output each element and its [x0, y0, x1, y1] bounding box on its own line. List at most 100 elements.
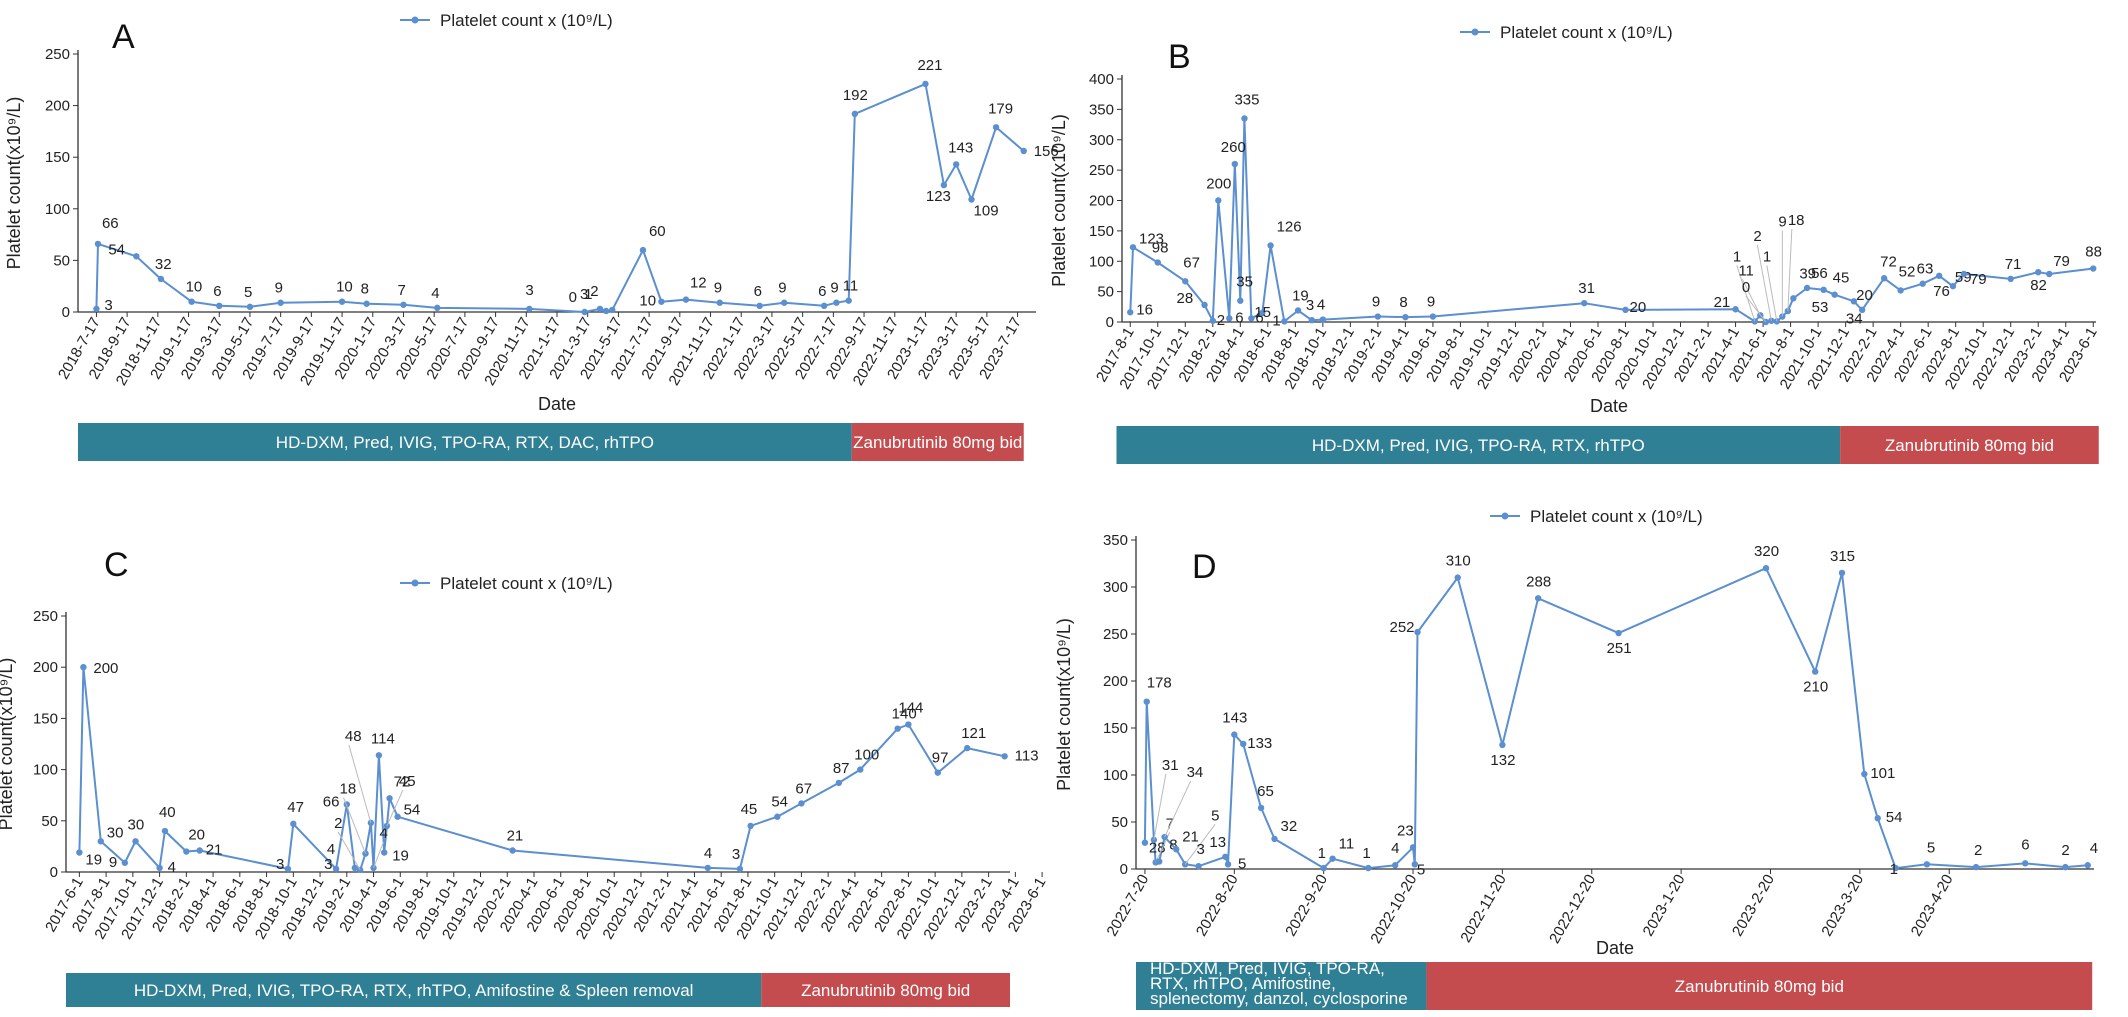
data-label: 9 [1372, 294, 1380, 311]
data-label: 200 [1206, 176, 1231, 193]
data-label: 1 [1318, 845, 1326, 862]
data-point [1267, 242, 1274, 249]
data-label: 315 [1830, 548, 1855, 565]
data-point [1201, 301, 1208, 309]
data-point [1534, 595, 1542, 602]
data-point [639, 246, 647, 254]
data-point [968, 196, 975, 203]
data-point [1615, 629, 1622, 637]
data-point [1001, 753, 1008, 760]
data-point [1226, 315, 1233, 322]
data-label: 251 [1607, 640, 1632, 657]
y-tick-label: 250 [1089, 162, 1114, 179]
data-point [1154, 259, 1161, 266]
data-point [94, 240, 102, 248]
data-label: 6 [754, 283, 762, 300]
panel-letter: D [1192, 548, 1217, 586]
data-label: 8 [1169, 836, 1177, 853]
data-point [1259, 309, 1266, 317]
data-point [1271, 835, 1278, 843]
data-point [386, 795, 393, 802]
data-label: 11 [1738, 262, 1754, 279]
data-label: 8 [1399, 294, 1407, 311]
data-point [1248, 315, 1255, 322]
data-point [2007, 275, 2014, 283]
data-label: 3 [104, 297, 112, 314]
y-tick-label: 150 [45, 149, 70, 166]
data-point [1294, 307, 1302, 314]
data-point [1231, 160, 1239, 168]
data-label: 45 [741, 801, 758, 818]
data-point [704, 864, 712, 872]
data-label: 114 [371, 730, 395, 747]
treatment-bar [1426, 962, 2093, 1010]
data-point [1919, 280, 1926, 287]
y-tick-label: 0 [1106, 314, 1114, 331]
data-label: 3 [1306, 297, 1314, 314]
data-label: 11 [1339, 836, 1355, 853]
data-point [284, 865, 292, 873]
x-axis-title: Date [1596, 938, 1634, 958]
data-label: 8 [361, 281, 369, 298]
label-leader [1741, 279, 1761, 316]
data-label: 144 [898, 700, 923, 717]
data-point [246, 303, 254, 311]
data-point [1402, 313, 1409, 321]
data-label: 6 [818, 283, 826, 300]
data-label: 1 [1733, 248, 1741, 265]
data-label: 6 [2021, 836, 2029, 853]
data-point [1874, 815, 1881, 822]
data-label: 19 [85, 852, 102, 869]
data-point [2090, 265, 2097, 272]
data-point [747, 822, 754, 830]
data-label: 9 [830, 280, 838, 297]
data-point [1751, 318, 1759, 325]
y-tick-label: 0 [50, 864, 58, 881]
y-axis-title: Platelet count(x10⁹/L) [1049, 114, 1069, 287]
data-point [1499, 741, 1506, 749]
treatment-label: Zanubrutinib 80mg bid [853, 433, 1022, 452]
data-label: 1 [1763, 248, 1771, 265]
label-leader [1756, 244, 1772, 321]
data-label: 98 [1152, 239, 1169, 256]
data-point [952, 161, 960, 168]
legend-label: Platelet count x (10⁹/L) [1530, 507, 1703, 526]
y-tick-label: 350 [1103, 532, 1128, 549]
data-point [132, 838, 139, 845]
data-label: 31 [1162, 757, 1179, 774]
y-tick-label: 300 [1103, 579, 1128, 596]
data-label: 4 [704, 845, 712, 862]
data-label: 34 [1846, 310, 1863, 327]
data-point [1454, 574, 1461, 581]
data-label: 5 [1927, 839, 1935, 856]
data-point [1732, 306, 1739, 313]
data-point [216, 302, 223, 310]
data-label: 19 [1292, 287, 1309, 304]
data-point [581, 308, 588, 316]
data-label: 126 [1277, 218, 1302, 235]
y-tick-label: 400 [1089, 71, 1114, 88]
data-label: 19 [392, 848, 409, 865]
data-point [1329, 855, 1336, 862]
y-tick-label: 50 [1111, 814, 1128, 831]
data-label: 82 [2030, 277, 2047, 294]
treatment-label: Zanubrutinib 80mg bid [801, 981, 970, 1000]
treatment-label: Zanubrutinib 80mg bid [1675, 977, 1844, 996]
data-point [1960, 270, 1968, 278]
y-tick-label: 300 [1089, 132, 1114, 149]
data-label: 88 [2085, 244, 2102, 261]
x-tick-label: 2023-1-20 [1640, 872, 1689, 940]
data-label: 2 [1753, 228, 1761, 245]
data-point [1209, 317, 1216, 324]
data-label: 48 [345, 728, 362, 745]
legend-label: Platelet count x (10⁹/L) [1500, 23, 1673, 42]
data-label: 30 [107, 824, 124, 841]
data-point [609, 306, 616, 314]
data-label: 66 [323, 793, 340, 810]
data-label: 4 [2090, 840, 2098, 857]
x-tick-label: 2023-3-20 [1818, 872, 1867, 940]
legend: Platelet count x (10⁹/L) [1460, 23, 1673, 42]
data-label: 7 [1166, 815, 1174, 832]
